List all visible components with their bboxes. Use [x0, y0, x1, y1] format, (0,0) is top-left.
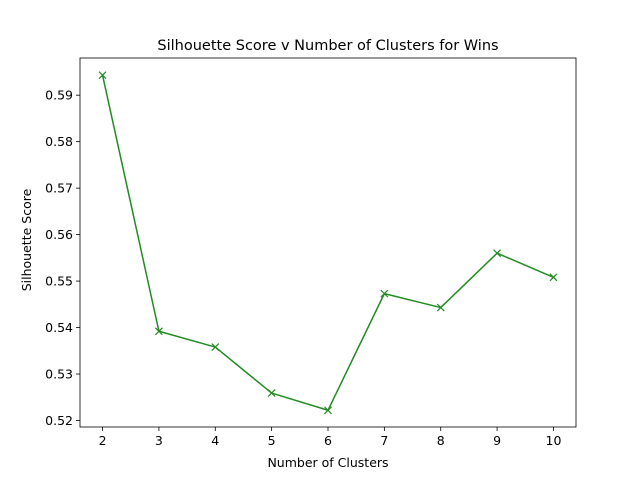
y-axis-label: Silhouette Score: [19, 188, 34, 291]
y-tick-label: 0.54: [45, 320, 73, 335]
data-point: [493, 249, 502, 258]
data-point: [267, 389, 276, 397]
x-tick-label: 9: [493, 433, 501, 448]
y-tick-label: 0.56: [45, 227, 73, 242]
plot-frame: [79, 57, 577, 428]
data-point: [436, 303, 445, 312]
x-tick-label: 7: [380, 433, 388, 448]
data-point: [380, 289, 389, 298]
x-tick-label: 8: [437, 433, 445, 448]
y-tick-label: 0.57: [45, 181, 73, 196]
x-axis-label: Number of Clusters: [267, 455, 388, 470]
chart-title: Silhouette Score v Number of Clusters fo…: [157, 38, 498, 54]
data-point: [211, 343, 220, 351]
x-tick-label: 10: [546, 433, 562, 448]
x-tick-label: 3: [155, 433, 163, 448]
x-tick-label: 5: [268, 433, 276, 448]
y-tick-label: 0.52: [45, 413, 73, 428]
x-tick-label: 6: [324, 433, 332, 448]
plot-area: 2 3 4 5 6 7 8 9 10 0.52 0.53 0.54 0.55 0.56 0.57 0.58 0.…: [45, 57, 577, 448]
x-tick-label: 2: [99, 433, 107, 448]
y-tick-label: 0.58: [45, 134, 73, 149]
data-point: [324, 406, 332, 415]
data-point: [154, 327, 163, 336]
y-tick-label: 0.53: [45, 367, 73, 382]
y-tick-label: 0.59: [45, 88, 73, 103]
data-point: [549, 273, 558, 282]
y-tick-label: 0.55: [45, 274, 73, 289]
data-point: [98, 71, 107, 80]
x-tick-label: 4: [211, 433, 219, 448]
